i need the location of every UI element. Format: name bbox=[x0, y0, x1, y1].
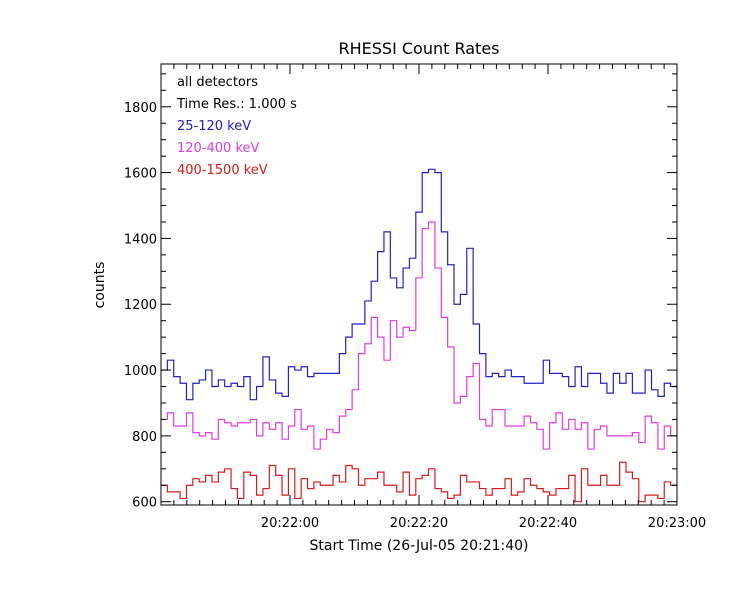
x-tick-label: 20:23:00 bbox=[648, 516, 706, 531]
y-axis-label: counts bbox=[92, 262, 108, 309]
x-tick-label: 20:22:00 bbox=[261, 516, 319, 531]
annotation-time-resolution: Time Res.: 1.000 s bbox=[176, 97, 297, 112]
legend-entry-120-400-kev: 120-400 keV bbox=[177, 141, 260, 156]
axis-ticks: 600 800 1000 1200 1400 1600 1800 20:22:00 20:22:… bbox=[124, 64, 706, 531]
y-tick-label: 1800 bbox=[124, 101, 157, 116]
y-tick-label: 1200 bbox=[124, 298, 157, 313]
x-axis-label: Start Time (26-Jul-05 20:21:40) bbox=[309, 538, 528, 554]
series-line-25-120-kev bbox=[161, 168, 677, 401]
legend: 25-120 keV 120-400 keV 400-1500 keV bbox=[177, 119, 268, 178]
chart-title: RHESSI Count Rates bbox=[339, 39, 500, 58]
x-tick-label: 20:22:40 bbox=[519, 516, 577, 531]
series-line-120-400-kev bbox=[161, 221, 677, 450]
y-tick-label: 1600 bbox=[124, 167, 157, 182]
legend-entry-400-1500-kev: 400-1500 keV bbox=[177, 163, 268, 178]
plot-area bbox=[161, 168, 677, 503]
annotation-all-detectors: all detectors bbox=[177, 75, 258, 90]
y-tick-label: 800 bbox=[132, 430, 157, 445]
x-tick-label: 20:22:20 bbox=[390, 516, 448, 531]
legend-entry-25-120-kev: 25-120 keV bbox=[177, 119, 251, 134]
series-line-400-1500-kev bbox=[161, 461, 677, 503]
y-tick-label: 1000 bbox=[124, 364, 157, 379]
y-tick-label: 600 bbox=[132, 496, 157, 511]
y-tick-label: 1400 bbox=[124, 232, 157, 247]
